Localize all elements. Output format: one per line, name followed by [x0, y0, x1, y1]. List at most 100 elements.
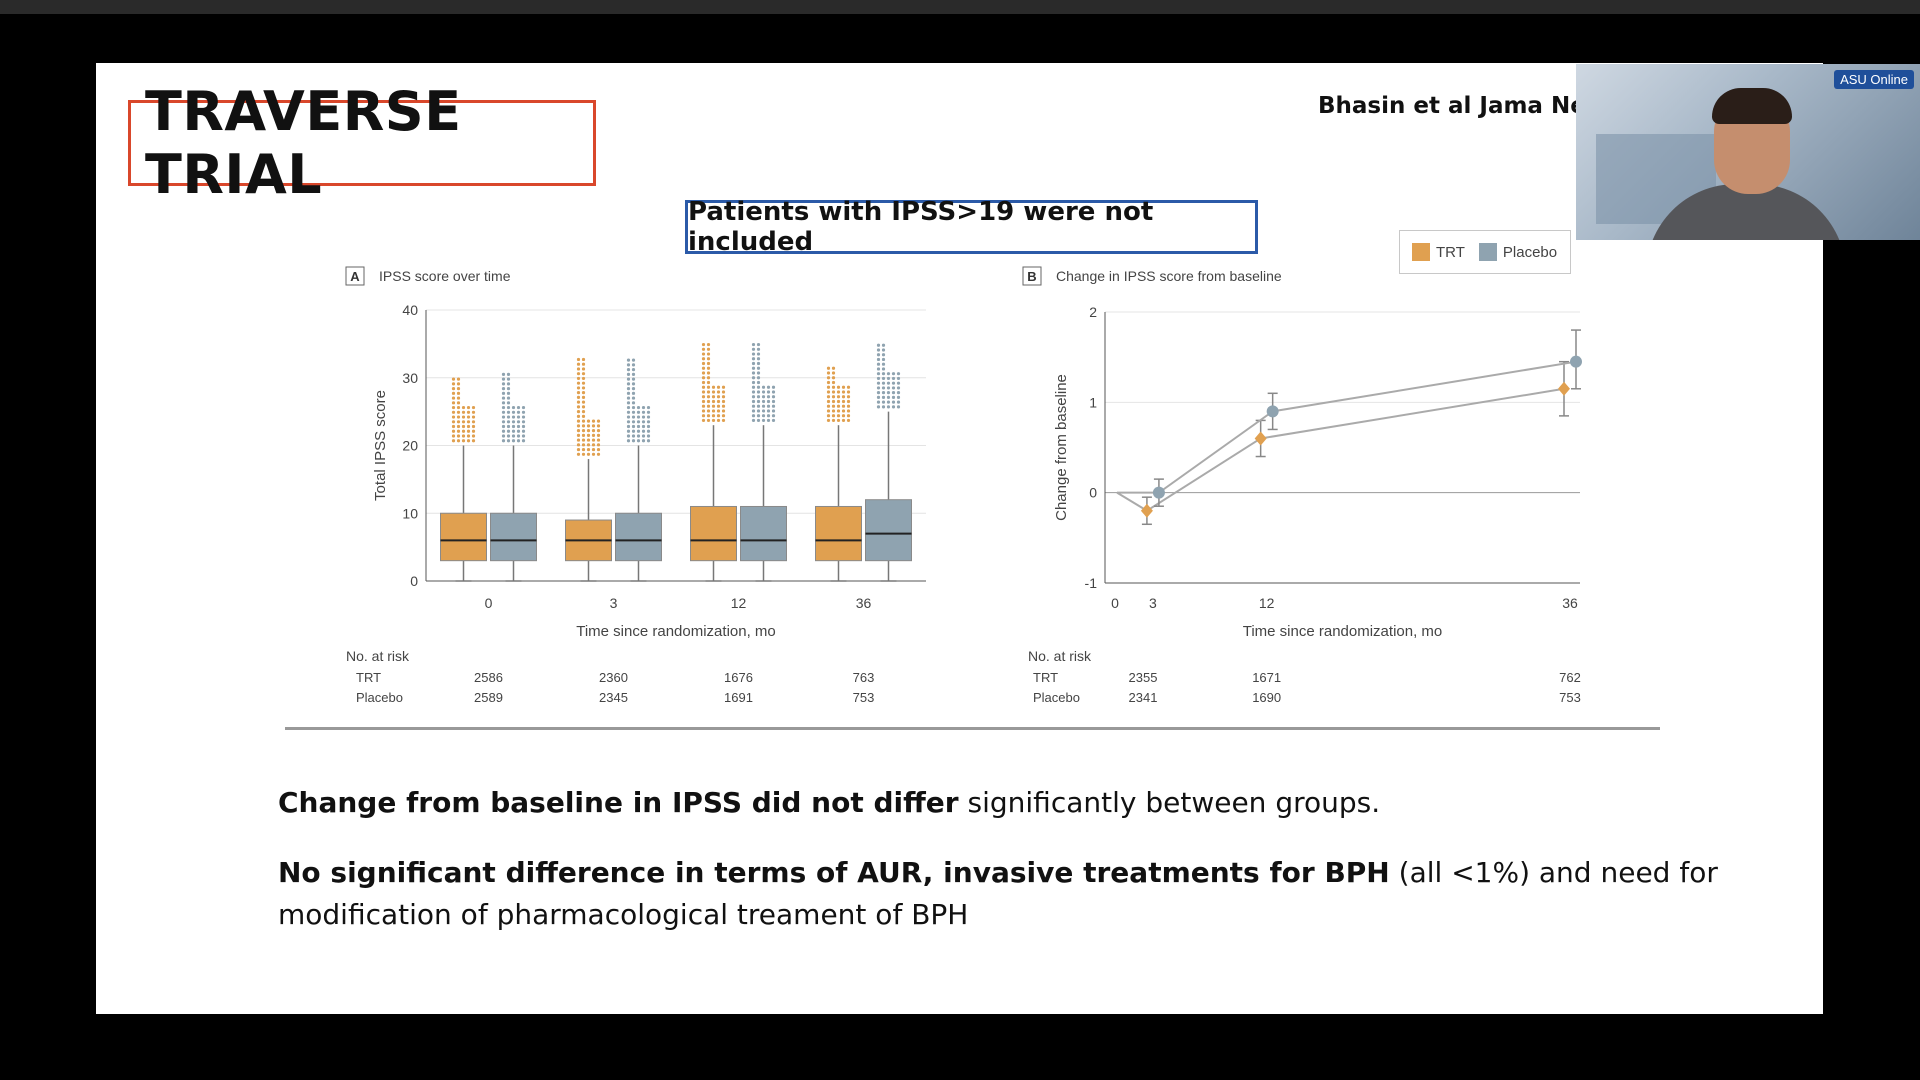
panel-a-outlier-point: [721, 404, 726, 408]
panel-a-outlier-point: [506, 439, 511, 443]
panel-a-outlier-point: [706, 366, 711, 370]
window-top-bar: [0, 0, 1920, 14]
panel-a-outlier-point: [876, 362, 881, 366]
presentation-slide: TRAVERSE TRIAL Bhasin et al Jama Net Pat…: [96, 63, 1823, 1014]
webcam-video-feed[interactable]: ASU Online: [1576, 64, 1920, 240]
panel-a-outlier-point: [751, 399, 756, 404]
panel-a-outlier-point: [716, 399, 721, 404]
panel-a-outlier-point: [631, 424, 636, 429]
panel-a-box-trt: [440, 512, 487, 562]
panel-a-outlier-point: [516, 439, 521, 443]
panel-a-outlier-point: [506, 429, 511, 433]
panel-a-outlier-point: [876, 395, 881, 399]
panel-a-outlier-point: [586, 433, 591, 437]
panel-a-outlier-point: [506, 424, 511, 429]
panel-a-outlier-point: [836, 409, 841, 413]
panel-a-outlier-point: [626, 415, 631, 419]
panel-a-outlier-point: [626, 396, 631, 400]
panel-a-outlier-point: [646, 439, 651, 443]
panel-a-box-placebo: [490, 512, 537, 562]
panel-a-outlier-point: [516, 434, 521, 438]
panel-a-outlier-point: [631, 358, 636, 362]
panel-a-outlier-point: [626, 391, 631, 395]
panel-a-outlier-point: [771, 385, 776, 389]
panel-a-outlier-point: [461, 429, 466, 433]
panel-a-at-risk-row-label: Placebo: [356, 690, 403, 705]
panel-a-outlier-point: [461, 424, 466, 429]
panel-a-outlier-point: [701, 395, 706, 399]
panel-a-outlier-point: [881, 372, 886, 376]
panel-a-outlier-point: [591, 438, 596, 442]
panel-a-outlier-point: [766, 418, 771, 423]
panel-a-outlier-point: [641, 405, 646, 410]
panel-a-outlier-point: [876, 357, 881, 362]
panel-a-outlier-point: [471, 424, 476, 429]
panel-a-outlier-point: [456, 382, 461, 386]
panel-b-at-risk-value: 2355: [1129, 670, 1158, 685]
panel-a-outlier-point: [626, 368, 631, 372]
panel-a-outlier-point: [506, 405, 511, 410]
panel-a-outlier-point: [896, 376, 901, 381]
panel-a-outlier-point: [451, 405, 456, 410]
panel-a-outlier-point: [826, 404, 831, 408]
panel-a-outlier-point: [836, 399, 841, 404]
panel-a-outlier-point: [846, 385, 851, 389]
panel-a-outlier-point: [506, 410, 511, 414]
panel-a-outlier-point: [756, 414, 761, 418]
panel-a-outlier-point: [591, 424, 596, 428]
panel-a-outlier-point: [461, 439, 466, 443]
panel-a-outlier-point: [766, 385, 771, 389]
panel-a-outlier-point: [576, 391, 581, 395]
note-text: Patients with IPSS>19 were not included: [688, 197, 1154, 257]
panel-a-outlier-point: [451, 415, 456, 419]
panel-a-outlier-point: [896, 395, 901, 399]
panel-a-outlier-point: [756, 371, 761, 375]
panel-a-outlier-point: [846, 418, 851, 423]
panel-a-ylabel: Total IPSS score: [372, 390, 389, 501]
panel-a-outlier-point: [701, 376, 706, 380]
panel-a-outlier-point: [881, 348, 886, 352]
panel-a-outlier-point: [766, 414, 771, 418]
panel-a-outlier-point: [506, 401, 511, 405]
panel-a-at-risk-value: 2586: [474, 670, 503, 685]
panel-a-outlier-point: [881, 391, 886, 395]
panel-a-outlier-point: [756, 404, 761, 408]
panel-a-outlier-point: [836, 404, 841, 408]
panel-a-outlier-point: [756, 361, 761, 366]
panel-a-outlier-point: [501, 439, 506, 443]
panel-a-outlier-point: [471, 410, 476, 414]
panel-a-outlier-point: [521, 420, 526, 424]
panel-a-outlier-point: [841, 395, 846, 399]
legend-item-placebo: Placebo: [1478, 243, 1557, 261]
panel-a-outlier-point: [751, 395, 756, 399]
panel-a-outlier-point: [626, 429, 631, 433]
panel-a-outlier-point: [766, 395, 771, 399]
panel-a-outlier-point: [636, 429, 641, 433]
panel-a-at-risk-value: 753: [853, 690, 875, 705]
panel-a-outlier-point: [511, 434, 516, 438]
panel-a-ytick-label: 40: [402, 302, 418, 318]
panel-a-outlier-point: [456, 420, 461, 424]
panel-a-outlier-point: [701, 399, 706, 404]
panel-a-outlier-point: [886, 386, 891, 390]
panel-a-outlier-point: [716, 409, 721, 413]
panel-a-outlier-point: [701, 352, 706, 356]
panel-a-outlier-point: [501, 434, 506, 438]
panel-a-outlier-point: [831, 399, 836, 404]
panel-a-outlier-point: [581, 372, 586, 376]
panel-a-outlier-point: [716, 418, 721, 423]
panel-a-outlier-point: [751, 347, 756, 351]
panel-a-outlier-point: [826, 418, 831, 423]
panel-a-box-placebo: [615, 512, 662, 562]
body-line-2-bold: No significant difference in terms of AU…: [278, 856, 1390, 889]
panel-a-outlier-point: [706, 380, 711, 385]
panel-a-box-trt: [690, 505, 737, 562]
panel-b-xtick-label: 0: [1111, 595, 1119, 611]
panel-a-outlier-point: [506, 434, 511, 438]
webcam-badge: ASU Online: [1834, 70, 1914, 89]
panel-a-outlier-point: [626, 439, 631, 443]
panel-a-outlier-point: [751, 342, 756, 347]
panel-b-xtick-label: 12: [1259, 595, 1275, 611]
panel-a-outlier-point: [761, 404, 766, 408]
panel-a-outlier-point: [896, 391, 901, 395]
